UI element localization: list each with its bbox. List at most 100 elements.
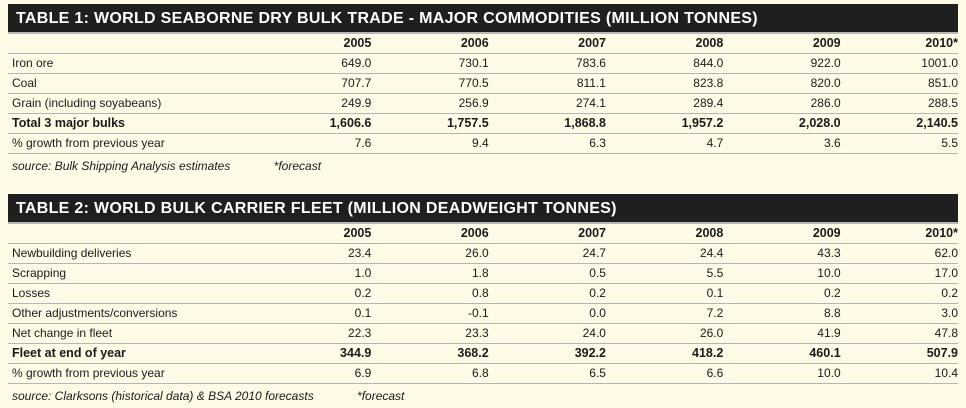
cell-value: 1,957.2: [605, 113, 724, 134]
table-2-source: source: Clarksons (historical data) & BS…: [12, 389, 314, 403]
row-label: Coal: [8, 73, 254, 94]
cell-value: 24.0: [488, 323, 606, 344]
cell-value: 2,140.5: [840, 113, 958, 134]
cell-value: 1001.0: [840, 53, 958, 74]
cell-value: 26.0: [371, 243, 489, 264]
table-1-title: TABLE 1: WORLD SEABORNE DRY BULK TRADE -…: [8, 4, 958, 34]
table-2-header-label: [8, 224, 254, 244]
row-label: Fleet at end of year: [8, 343, 254, 364]
table-1-header-row: 2005 2006 2007 2008 2009 2010*: [8, 34, 958, 54]
cell-value: 22.3: [254, 323, 372, 344]
cell-value: 811.1: [488, 73, 606, 94]
cell-value: 62.0: [840, 243, 958, 264]
cell-value: 922.0: [723, 53, 841, 74]
cell-value: 0.2: [723, 283, 841, 304]
cell-value: 1.8: [371, 263, 489, 284]
cell-value: 1,606.6: [254, 113, 372, 134]
table-2-footnote: *forecast: [357, 389, 405, 403]
cell-value: 9.4: [371, 133, 489, 154]
cell-value: 7.6: [254, 133, 372, 154]
row-label: Net change in fleet: [8, 323, 254, 344]
cell-value: 289.4: [605, 93, 724, 114]
row-label: Losses: [8, 283, 254, 304]
cell-value: 0.2: [488, 283, 606, 304]
table-row: Iron ore 649.0 730.1 783.6 844.0 922.0 1…: [8, 53, 958, 74]
cell-value: 2,028.0: [723, 113, 841, 134]
cell-value: 418.2: [605, 343, 724, 364]
cell-value: 26.0: [605, 323, 724, 344]
cell-value: 6.9: [254, 363, 372, 384]
table-1-year-2008: 2008: [605, 34, 724, 54]
cell-value: 274.1: [488, 93, 606, 114]
cell-value: 3.0: [840, 303, 958, 324]
cell-value: 23.3: [371, 323, 489, 344]
table-row: % growth from previous year 6.9 6.8 6.5 …: [8, 363, 958, 384]
cell-value: 43.3: [723, 243, 841, 264]
table-1-year-2009: 2009: [723, 34, 841, 54]
row-label: Newbuilding deliveries: [8, 243, 254, 264]
table-row: Coal 707.7 770.5 811.1 823.8 820.0 851.0: [8, 73, 958, 94]
table-2-header-row: 2005 2006 2007 2008 2009 2010*: [8, 224, 958, 244]
table-2-year-2008: 2008: [605, 224, 724, 244]
row-label: % growth from previous year: [8, 363, 254, 384]
table-row-total: Total 3 major bulks 1,606.6 1,757.5 1,86…: [8, 113, 958, 134]
table-2: 2005 2006 2007 2008 2009 2010* Newbuildi…: [8, 224, 958, 408]
table-2-year-2007: 2007: [488, 224, 606, 244]
cell-value: 844.0: [605, 53, 724, 74]
table-1-footnote: *forecast: [273, 159, 322, 173]
cell-value: 17.0: [840, 263, 958, 284]
table-1-header-label: [8, 34, 254, 54]
cell-value: 649.0: [254, 53, 372, 74]
table-2-panel: TABLE 2: WORLD BULK CARRIER FLEET (MILLI…: [8, 194, 958, 408]
table-1: 2005 2006 2007 2008 2009 2010* Iron ore …: [8, 34, 958, 178]
cell-value: 851.0: [840, 73, 958, 94]
table-1-source: source: Bulk Shipping Analysis estimates: [12, 159, 231, 173]
cell-value: 368.2: [371, 343, 489, 364]
table-2-title: TABLE 2: WORLD BULK CARRIER FLEET (MILLI…: [8, 194, 958, 224]
cell-value: 730.1: [371, 53, 489, 74]
cell-value: 0.2: [254, 283, 372, 304]
table-1-year-2007: 2007: [488, 34, 606, 54]
row-label: Other adjustments/conversions: [8, 303, 254, 324]
table-row: Net change in fleet 22.3 23.3 24.0 26.0 …: [8, 323, 958, 344]
row-label: Iron ore: [8, 53, 254, 74]
cell-value: 10.0: [723, 363, 841, 384]
cell-value: 820.0: [723, 73, 841, 94]
table-row: Newbuilding deliveries 23.4 26.0 24.7 24…: [8, 243, 958, 264]
table-2-year-2005: 2005: [254, 224, 372, 244]
table-2-source-cell: source: Clarksons (historical data) & BS…: [8, 384, 958, 408]
cell-value: 460.1: [723, 343, 841, 364]
cell-value: 24.4: [605, 243, 724, 264]
row-label: Scrapping: [8, 263, 254, 284]
row-label: Total 3 major bulks: [8, 113, 254, 134]
cell-value: 6.5: [488, 363, 606, 384]
cell-value: 24.7: [488, 243, 606, 264]
table-1-source-row: source: Bulk Shipping Analysis estimates…: [8, 154, 958, 179]
cell-value: 286.0: [723, 93, 841, 114]
cell-value: 1,757.5: [371, 113, 489, 134]
cell-value: 1,868.8: [488, 113, 606, 134]
cell-value: 5.5: [605, 263, 724, 284]
cell-value: 10.0: [723, 263, 841, 284]
cell-value: 770.5: [371, 73, 489, 94]
table-1-year-2005: 2005: [254, 34, 372, 54]
cell-value: 10.4: [840, 363, 958, 384]
cell-value: 41.9: [723, 323, 841, 344]
cell-value: -0.1: [371, 303, 489, 324]
table-1-panel: TABLE 1: WORLD SEABORNE DRY BULK TRADE -…: [8, 4, 958, 178]
table-2-year-2010: 2010*: [840, 224, 958, 244]
cell-value: 0.1: [254, 303, 372, 324]
table-row: Scrapping 1.0 1.8 0.5 5.5 10.0 17.0: [8, 263, 958, 284]
table-2-year-2006: 2006: [371, 224, 489, 244]
cell-value: 1.0: [254, 263, 372, 284]
table-row: Losses 0.2 0.8 0.2 0.1 0.2 0.2: [8, 283, 958, 304]
cell-value: 6.3: [488, 133, 606, 154]
cell-value: 8.8: [723, 303, 841, 324]
cell-value: 392.2: [488, 343, 606, 364]
table-row: % growth from previous year 7.6 9.4 6.3 …: [8, 133, 958, 154]
cell-value: 507.9: [840, 343, 958, 364]
cell-value: 249.9: [254, 93, 372, 114]
cell-value: 344.9: [254, 343, 372, 364]
table-row-total: Fleet at end of year 344.9 368.2 392.2 4…: [8, 343, 958, 364]
cell-value: 5.5: [840, 133, 958, 154]
